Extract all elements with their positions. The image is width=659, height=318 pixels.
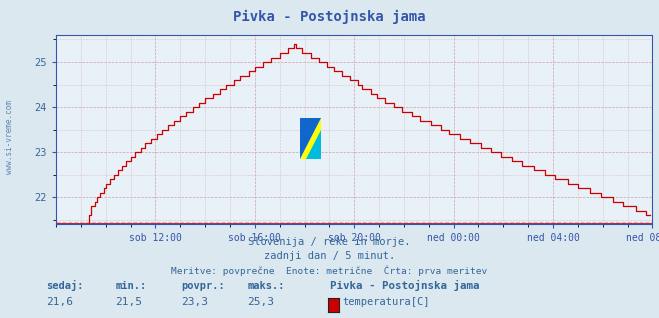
Text: www.si-vreme.com: www.si-vreme.com xyxy=(5,100,14,174)
Text: 25,3: 25,3 xyxy=(247,297,274,307)
Polygon shape xyxy=(300,118,321,159)
Text: 21,6: 21,6 xyxy=(46,297,73,307)
Text: 21,5: 21,5 xyxy=(115,297,142,307)
Text: 23,3: 23,3 xyxy=(181,297,208,307)
Polygon shape xyxy=(300,118,321,159)
Text: maks.:: maks.: xyxy=(247,281,285,291)
Text: zadnji dan / 5 minut.: zadnji dan / 5 minut. xyxy=(264,251,395,261)
Text: min.:: min.: xyxy=(115,281,146,291)
Polygon shape xyxy=(306,130,321,159)
Text: sedaj:: sedaj: xyxy=(46,280,84,291)
Text: Pivka - Postojnska jama: Pivka - Postojnska jama xyxy=(330,280,479,291)
Text: Slovenija / reke in morje.: Slovenija / reke in morje. xyxy=(248,237,411,247)
Text: Meritve: povprečne  Enote: metrične  Črta: prva meritev: Meritve: povprečne Enote: metrične Črta:… xyxy=(171,266,488,276)
Text: temperatura[C]: temperatura[C] xyxy=(343,297,430,307)
Text: Pivka - Postojnska jama: Pivka - Postojnska jama xyxy=(233,10,426,24)
Text: povpr.:: povpr.: xyxy=(181,281,225,291)
